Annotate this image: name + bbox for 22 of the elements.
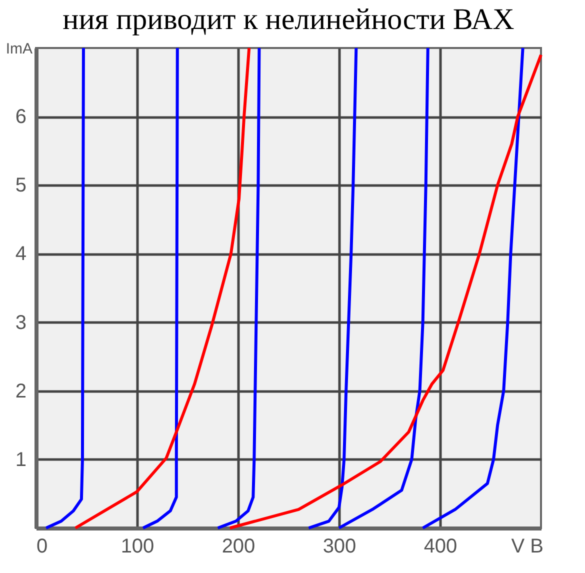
line-series	[44, 46, 85, 530]
y-tick-label: 6	[15, 106, 26, 128]
x-axis-title: V B	[511, 536, 544, 558]
x-tick-label: 100	[120, 536, 154, 558]
line-series	[216, 46, 261, 530]
x-tick-label: 0	[36, 536, 48, 558]
x-tick-label: 400	[424, 536, 458, 558]
y-tick-label: 1	[15, 448, 26, 471]
x-tick-label: 300	[322, 536, 356, 558]
line-series	[307, 46, 358, 530]
line-series	[421, 46, 524, 530]
y-tick-label: 5	[15, 174, 26, 197]
y-tick-label: 4	[15, 243, 26, 266]
line-series	[74, 46, 251, 530]
y-tick-label: 2	[15, 380, 26, 402]
chart-title: ния приводит к нелинейности ВАХ	[62, 3, 515, 36]
x-tick-label: 200	[222, 536, 256, 558]
line-series	[142, 46, 179, 530]
line-series	[338, 46, 430, 530]
line-series	[228, 53, 542, 530]
y-tick-label: 3	[15, 312, 26, 334]
y-axis-title: ImA	[6, 40, 32, 58]
